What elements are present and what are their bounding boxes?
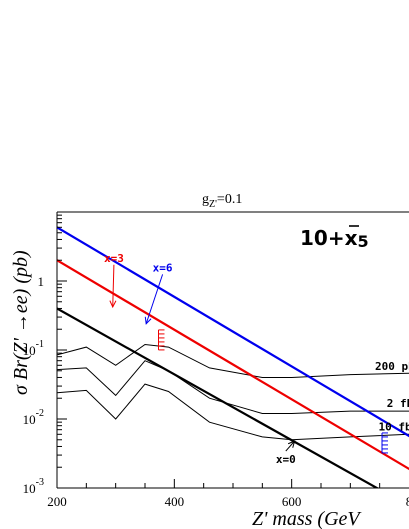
x-tick-label: 8 [406, 494, 409, 509]
y-axis: 1 10-1 10-2 10-3 [23, 214, 67, 496]
annotation-arrow [145, 274, 164, 324]
limit-curve-1 [57, 360, 409, 414]
x-tick-label: 600 [282, 494, 302, 509]
x-axis-label: Z' mass (GeV [252, 508, 362, 529]
annotations: x=3 x=6 x=0 200 pb- 2 fb- 10 fb- [104, 252, 409, 466]
limit-curve-2 [57, 383, 409, 441]
chart-title-sub: Z' [209, 199, 217, 210]
chart-title-suffix: =0.1 [217, 192, 242, 207]
series-line-x=3 [57, 259, 409, 471]
y-tick-label: 10-1 [23, 339, 44, 358]
chart-title-main: g [202, 192, 209, 207]
y-tick-label: 10-3 [23, 477, 44, 496]
x-tick-label: 400 [165, 494, 185, 509]
annotation-arrowhead [109, 300, 117, 309]
chart-title: gZ'=0.1 [202, 192, 242, 210]
model-label-sup: 5 [358, 232, 369, 251]
limit-label: 2 fb- [387, 395, 409, 410]
annotation-arrowhead [144, 316, 152, 325]
limit-label: 10 fb- [378, 418, 409, 433]
annotation-arrow [112, 264, 115, 308]
x-tick-label: 200 [47, 494, 67, 509]
annotation-arrowhead [287, 440, 296, 448]
y-axis-label: σ Br(Z' →ee) (pb) [10, 250, 32, 395]
annotation-arrow [285, 440, 295, 452]
y-tick-label: 10-2 [23, 408, 44, 427]
limit-label: 200 pb- [375, 358, 409, 373]
series-line-x=0 [57, 307, 380, 488]
y-tick-label: 1 [38, 274, 45, 289]
annotation-label: x=0 [276, 453, 296, 466]
series-line-x=6 [57, 226, 409, 438]
x-axis: 200 400 600 8 [47, 479, 409, 509]
annotation-label: x=3 [104, 252, 124, 265]
annotation-label: x=6 [153, 261, 173, 274]
plot-area [57, 226, 409, 488]
limit-curve-0 [57, 343, 409, 378]
model-label-main: 10+x [300, 226, 358, 250]
model-label: 10+x5 [300, 226, 369, 251]
